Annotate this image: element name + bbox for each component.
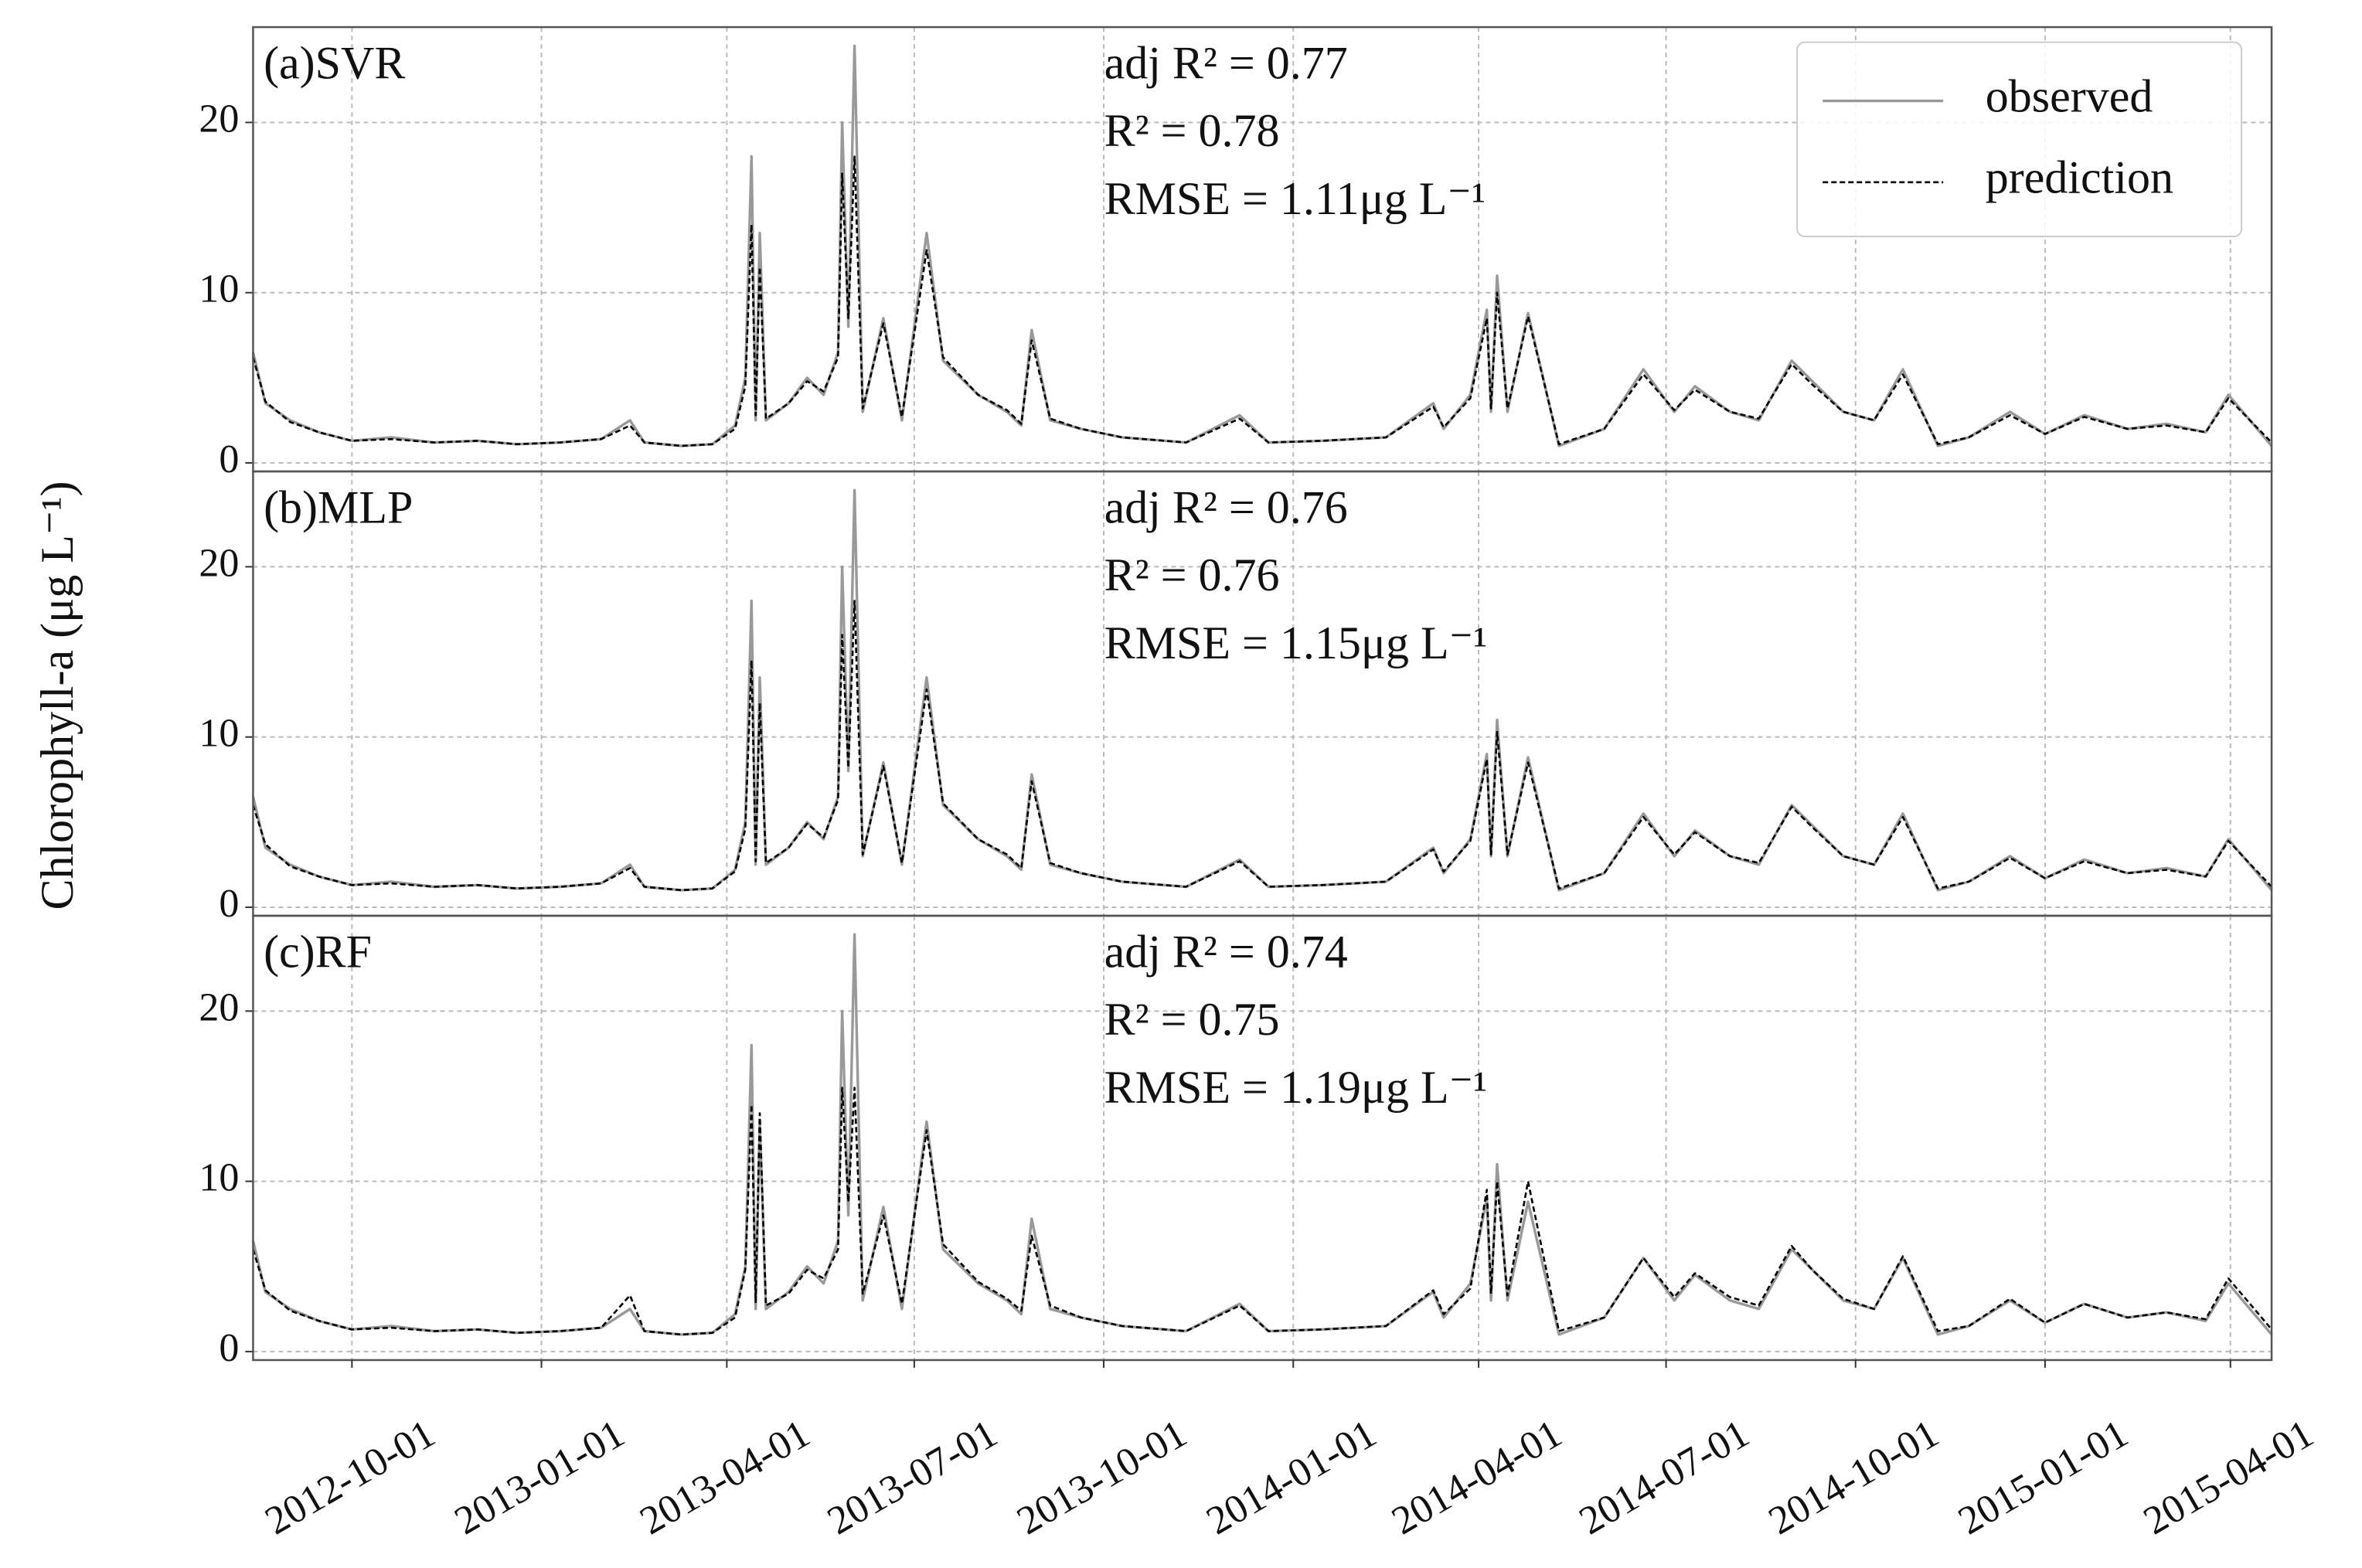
x-tick-label: 2013-04-01 <box>633 1412 818 1544</box>
x-tick-label: 2014-01-01 <box>1200 1412 1384 1544</box>
metric-annotation: R² = 0.78 <box>1104 105 1280 156</box>
y-tick-label: 0 <box>219 1326 239 1370</box>
x-tick-label: 2012-10-01 <box>258 1412 443 1544</box>
legend-box <box>1796 41 2243 237</box>
y-axis-label: Chlorophyll-a (μg L⁻¹) <box>32 481 83 910</box>
x-tick-label: 2014-04-01 <box>1384 1412 1569 1544</box>
y-tick-label: 0 <box>219 882 239 926</box>
prediction-line <box>252 600 2273 892</box>
x-tick-label: 2015-01-01 <box>1951 1412 2136 1544</box>
y-tick-label: 20 <box>199 97 239 141</box>
y-tick-label: 10 <box>199 267 239 311</box>
y-tick-label: 10 <box>199 712 239 756</box>
prediction-line <box>252 1087 2273 1336</box>
x-tick-label: 2014-10-01 <box>1761 1412 1946 1544</box>
prediction-line <box>252 155 2273 447</box>
metric-annotation: RMSE = 1.11μg L⁻¹ <box>1104 173 1486 224</box>
metric-annotation: R² = 0.75 <box>1104 994 1280 1045</box>
y-tick-label: 20 <box>199 985 239 1029</box>
x-tick-label: 2015-04-01 <box>2136 1412 2321 1544</box>
metric-annotation: adj R² = 0.77 <box>1104 37 1348 88</box>
legend-label: observed <box>1986 70 2153 121</box>
panel-title: (c)RF <box>264 926 372 977</box>
y-tick-label: 10 <box>199 1156 239 1200</box>
metric-annotation: RMSE = 1.19μg L⁻¹ <box>1104 1062 1488 1113</box>
x-tick-label: 2013-01-01 <box>448 1412 632 1544</box>
panel-title: (a)SVR <box>264 37 405 88</box>
panel-frame <box>252 914 2273 1362</box>
metric-annotation: R² = 0.76 <box>1104 549 1280 600</box>
x-tick-label: 2013-10-01 <box>1009 1412 1194 1544</box>
y-tick-label: 0 <box>219 437 239 481</box>
metric-annotation: adj R² = 0.74 <box>1104 926 1348 977</box>
x-tick-label: 2013-07-01 <box>820 1412 1005 1544</box>
metric-annotation: RMSE = 1.15μg L⁻¹ <box>1104 617 1488 668</box>
y-tick-label: 20 <box>199 541 239 585</box>
x-tick-label: 2014-07-01 <box>1572 1412 1757 1544</box>
metric-annotation: adj R² = 0.76 <box>1104 481 1348 532</box>
legend-label: prediction <box>1986 152 2173 203</box>
panel-title: (b)MLP <box>264 481 413 532</box>
panel-frame <box>252 470 2273 917</box>
